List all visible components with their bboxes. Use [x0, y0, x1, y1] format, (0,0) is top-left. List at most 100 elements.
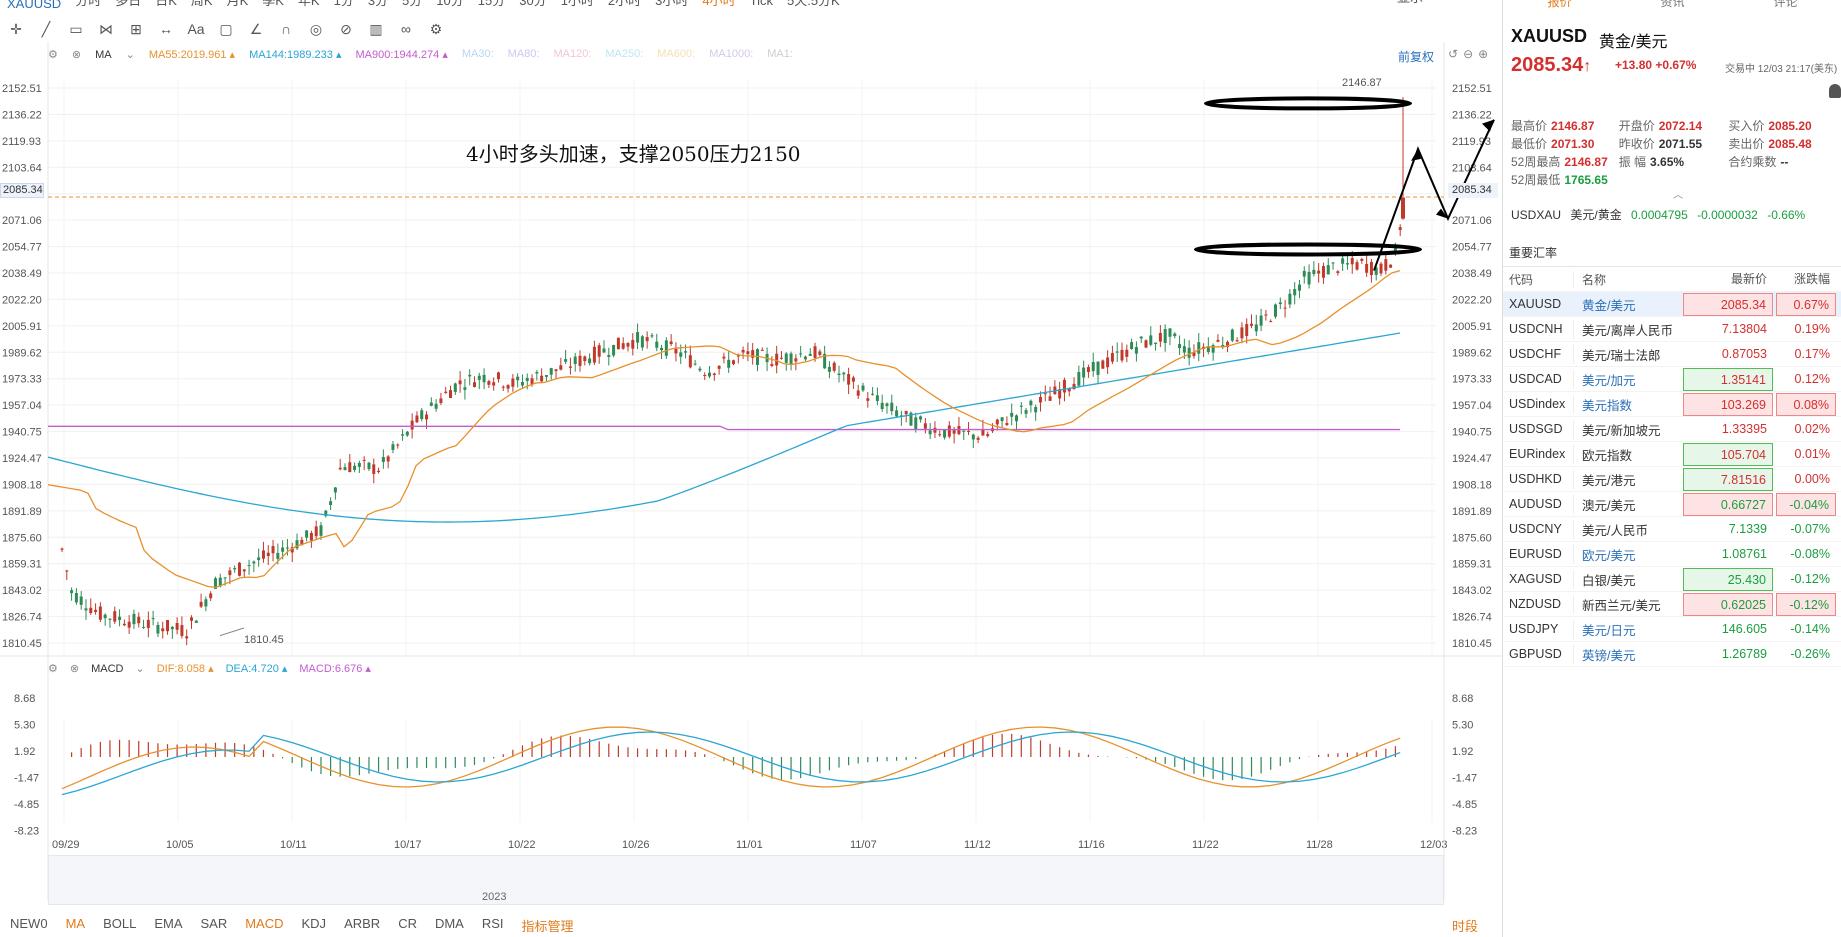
indicator-3[interactable]: EMA: [154, 915, 183, 931]
ma-item[interactable]: MA30:: [462, 48, 494, 61]
table-row[interactable]: USDJPY 美元/日元 146.605 -0.14%: [1503, 617, 1841, 642]
fib-tool-icon[interactable]: ⋈: [99, 20, 113, 37]
table-row[interactable]: EURUSD 欧元/美元 1.08761 -0.08%: [1503, 542, 1841, 567]
indicator-6[interactable]: KDJ: [301, 915, 327, 931]
quote-tab-2[interactable]: 评论: [1773, 0, 1798, 9]
table-row[interactable]: USDCNY 美元/人民币 7.1339 -0.07%: [1503, 517, 1841, 542]
ma-item[interactable]: MA1000:: [709, 48, 753, 61]
pen-tool-icon[interactable]: ∠: [249, 20, 263, 37]
indicator-5[interactable]: MACD: [245, 915, 284, 931]
settings-icon[interactable]: ⚙: [429, 20, 443, 37]
table-row[interactable]: GBPUSD 英镑/美元 1.26789 -0.26%: [1503, 642, 1841, 667]
ma-label[interactable]: MA: [95, 48, 112, 61]
table-row[interactable]: USDCAD 美元/加元 1.35141 0.12%: [1503, 367, 1841, 392]
indicator-1[interactable]: MA: [65, 915, 86, 931]
indicator-11[interactable]: 指标管理: [521, 918, 574, 934]
session-button[interactable]: 时段: [1451, 918, 1478, 934]
table-row[interactable]: AUDUSD 澳元/美元 0.66727 -0.04%: [1503, 492, 1841, 517]
table-row[interactable]: USDindex 美元指数 103.269 0.08%: [1503, 392, 1841, 417]
macd-label[interactable]: MACD: [91, 662, 124, 675]
symbol-label[interactable]: XAUUSD: [7, 0, 62, 11]
chevron-down-icon[interactable]: ⌄: [135, 663, 145, 675]
text-tool-icon[interactable]: Aa: [187, 21, 205, 37]
rect-tool-icon[interactable]: ▭: [69, 20, 83, 37]
quote-tab-1[interactable]: 资讯: [1660, 0, 1685, 9]
period-18[interactable]: 5天:5分K: [786, 0, 840, 8]
close-icon[interactable]: ⊗: [69, 663, 80, 675]
ma-item[interactable]: MA120:: [553, 48, 591, 61]
period-10[interactable]: 10分: [436, 0, 464, 8]
table-header-cell[interactable]: 名称: [1573, 270, 1683, 288]
macd-item[interactable]: DEA:4.720 ▴: [226, 662, 288, 675]
period-4[interactable]: 月K: [226, 0, 249, 8]
period-1[interactable]: 多日: [115, 0, 142, 8]
quote-tab-0[interactable]: 报价: [1547, 0, 1572, 9]
period-0[interactable]: 分时: [75, 0, 102, 8]
trash-icon[interactable]: ▥: [369, 20, 383, 37]
table-row[interactable]: USDSGD 美元/新加坡元 1.33395 0.02%: [1503, 417, 1841, 442]
period-16[interactable]: 4小时: [702, 0, 736, 8]
period-13[interactable]: 1小时: [560, 0, 594, 8]
period-7[interactable]: 1分: [333, 0, 354, 8]
period-5[interactable]: 季K: [262, 0, 284, 8]
close-icon[interactable]: ⊗: [71, 49, 82, 61]
table-row[interactable]: NZDUSD 新西兰元/美元 0.62025 -0.12%: [1503, 592, 1841, 617]
table-row[interactable]: USDCHF 美元/瑞士法郎 0.87053 0.17%: [1503, 342, 1841, 367]
magnet-icon[interactable]: ∩: [280, 21, 292, 37]
indicator-7[interactable]: ARBR: [344, 915, 381, 931]
macd-item[interactable]: MACD:6.676 ▴: [299, 662, 371, 675]
period-11[interactable]: 15分: [477, 0, 506, 8]
period-15[interactable]: 3小时: [655, 0, 689, 8]
ma-item[interactable]: MA900:1944.274 ▴: [355, 48, 447, 61]
reset-icon[interactable]: ↺: [1448, 47, 1459, 61]
channel-tool-icon[interactable]: ⊞: [130, 20, 142, 37]
timeline-navigator[interactable]: [48, 855, 1444, 905]
indicator-4[interactable]: SAR: [200, 915, 228, 931]
gear-icon[interactable]: ⚙: [48, 49, 58, 61]
period-12[interactable]: 30分: [519, 0, 547, 8]
link-icon[interactable]: ∞: [401, 21, 411, 37]
ma-item[interactable]: MA144:1989.233 ▴: [249, 48, 341, 61]
table-row[interactable]: XAGUSD 白银/美元 25.430 -0.12%: [1503, 567, 1841, 592]
table-row[interactable]: USDHKD 美元/港元 7.81516 0.00%: [1503, 467, 1841, 492]
indicator-2[interactable]: BOLL: [103, 915, 137, 931]
hide-icon[interactable]: ⊘: [340, 20, 352, 37]
period-6[interactable]: 年K: [297, 0, 320, 8]
collapse-icon[interactable]: ︿: [1673, 190, 1683, 201]
ma-item[interactable]: MA1:: [767, 48, 793, 61]
crosshair-icon[interactable]: ✛: [10, 20, 22, 37]
table-row[interactable]: EURindex 欧元指数 105.704 0.01%: [1503, 442, 1841, 467]
chevron-down-icon[interactable]: ⌄: [125, 49, 135, 61]
gear-icon[interactable]: ⚙: [48, 663, 58, 675]
table-row[interactable]: USDCNH 美元/离岸人民币 7.13804 0.19%: [1503, 317, 1841, 342]
note-tool-icon[interactable]: ▢: [219, 20, 233, 37]
table-header-cell[interactable]: 代码: [1509, 272, 1534, 287]
ma-item[interactable]: MA80:: [508, 48, 540, 61]
eye-icon[interactable]: ◎: [309, 20, 323, 37]
adjust-mode[interactable]: 前复权: [1398, 50, 1435, 64]
zoom-in-icon[interactable]: ⊕: [1478, 47, 1489, 61]
table-header-cell[interactable]: 最新价: [1730, 271, 1767, 286]
indicator-0[interactable]: NEW0: [10, 915, 48, 931]
ma-item[interactable]: MA250:: [605, 48, 643, 61]
period-8[interactable]: 3分: [367, 0, 389, 8]
bell-icon[interactable]: [1829, 84, 1841, 98]
period-2[interactable]: 日K: [155, 0, 177, 8]
usdxau-row[interactable]: USDXAU 美元/黄金 0.0004795 -0.0000032 -0.66%: [1511, 206, 1811, 223]
indicator-9[interactable]: DMA: [434, 915, 464, 931]
ma-item[interactable]: MA600:: [657, 48, 695, 61]
macd-item[interactable]: DIF:8.058 ▴: [157, 662, 214, 675]
table-header-cell[interactable]: 涨跌幅: [1793, 271, 1830, 286]
ma-item[interactable]: MA55:2019.961 ▴: [149, 48, 235, 61]
period-14[interactable]: 2小时: [607, 0, 642, 8]
indicator-10[interactable]: RSI: [481, 915, 504, 931]
table-row[interactable]: XAUUSD 黄金/美元 2085.34 0.67%: [1503, 292, 1841, 317]
arrow-tool-icon[interactable]: ↔: [159, 21, 173, 37]
indicator-8[interactable]: CR: [398, 915, 417, 931]
period-3[interactable]: 周K: [190, 0, 213, 8]
period-9[interactable]: 5分: [402, 0, 423, 8]
period-17[interactable]: Tick: [749, 0, 773, 8]
zoom-out-icon[interactable]: ⊖: [1463, 47, 1474, 61]
line-tool-icon[interactable]: ╱: [41, 20, 51, 37]
